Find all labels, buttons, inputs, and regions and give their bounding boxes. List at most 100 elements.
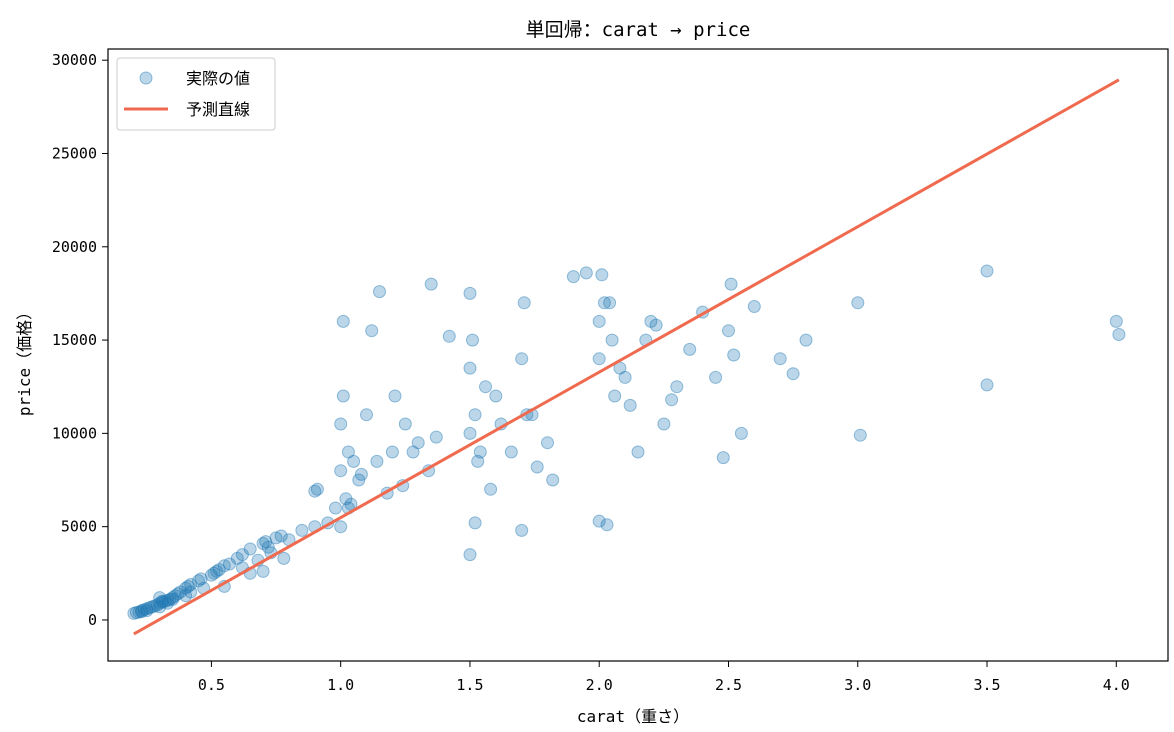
scatter-point (773, 352, 787, 366)
scatter-point (259, 535, 273, 549)
scatter-point (365, 324, 379, 338)
y-tick-label: 15000 (52, 331, 97, 349)
scatter-point (479, 380, 492, 394)
scatter-point (129, 606, 143, 619)
scatter-point (709, 370, 723, 384)
scatter-point (163, 592, 177, 606)
scatter-point (179, 581, 193, 595)
y-tick-label: 10000 (52, 424, 97, 442)
scatter-point (127, 606, 141, 620)
scatter-point (722, 324, 735, 338)
scatter-point (489, 389, 503, 403)
scatter-point (150, 598, 164, 612)
scatter-point (155, 594, 169, 608)
scatter-point (166, 591, 180, 605)
scatter-point (724, 277, 738, 291)
scatter-point (334, 520, 348, 534)
x-tick-label: 2.0 (586, 676, 613, 694)
scatter-point (184, 585, 198, 599)
legend-label-prediction: 予測直線 (186, 100, 250, 119)
scatter-point (463, 426, 477, 440)
scatter-point (623, 398, 637, 412)
scatter-point (463, 361, 477, 375)
scatter-point (727, 348, 741, 362)
scatter-point (334, 464, 348, 478)
scatter-point (235, 548, 249, 562)
scatter-point (484, 482, 498, 496)
scatter-point (171, 587, 185, 601)
y-tick-label: 20000 (52, 238, 97, 256)
scatter-point (980, 264, 994, 278)
y-tick-label: 25000 (52, 144, 97, 162)
legend-marker-actual (139, 71, 153, 85)
scatter-point (329, 501, 342, 515)
scatter-point (135, 605, 149, 619)
scatter-point (192, 574, 205, 588)
scatter-point (347, 454, 361, 468)
scatter-point (473, 445, 487, 459)
scatter-point (579, 266, 593, 280)
scatter-point (274, 529, 288, 543)
scatter-point (424, 277, 438, 291)
scatter-point (592, 314, 606, 328)
scatter-point (132, 605, 146, 619)
scatter-point (657, 417, 671, 431)
x-tick-label: 3.0 (844, 676, 871, 694)
scatter-point (406, 445, 420, 459)
scatter-point (166, 592, 180, 606)
regression-line (133, 78, 1120, 636)
scatter-point (269, 531, 283, 545)
scatter-points (127, 264, 1126, 620)
scatter-point (734, 426, 748, 440)
scatter-point (153, 596, 167, 610)
scatter-point (308, 484, 322, 498)
scatter-point (373, 285, 386, 299)
scatter-point (398, 417, 412, 431)
x-tick-label: 2.5 (715, 676, 742, 694)
scatter-point (786, 367, 800, 381)
scatter-point (541, 436, 554, 450)
scatter-point (644, 314, 658, 328)
scatter-point (592, 352, 606, 366)
scatter-point (168, 589, 182, 603)
scatter-point (310, 482, 324, 496)
scatter-point (597, 296, 611, 310)
scatter-point (140, 604, 154, 618)
scatter-point (217, 559, 231, 573)
scatter-point (360, 408, 373, 422)
scatter-point (1109, 314, 1123, 328)
scatter-point (135, 604, 149, 618)
scatter-point (618, 370, 632, 384)
scatter-point (980, 378, 994, 392)
scatter-point (153, 591, 167, 605)
x-tick-label: 0.5 (198, 676, 225, 694)
scatter-point (336, 314, 350, 328)
scatter-point (603, 296, 617, 310)
scatter-point (566, 270, 580, 284)
scatter-point (179, 589, 193, 603)
scatter-point (595, 268, 609, 282)
scatter-point (352, 473, 366, 487)
scatter-point (463, 548, 477, 562)
y-tick-label: 0 (88, 611, 97, 629)
regression-line-layer (133, 78, 1120, 636)
legend-label-actual: 実際の値 (186, 69, 250, 88)
scatter-point (747, 300, 761, 313)
scatter-point (161, 593, 174, 607)
scatter-point (256, 537, 270, 550)
y-tick-label: 30000 (52, 51, 97, 69)
x-axis-ticks: 0.5 1.0 1.5 2.0 2.5 3.0 3.5 4.0 (198, 661, 1130, 694)
scatter-point (851, 296, 865, 310)
scatter-point (517, 296, 531, 310)
scatter-point (137, 603, 151, 617)
scatter-point (336, 389, 350, 403)
scatter-point (385, 445, 399, 459)
scatter-point (295, 523, 309, 537)
x-tick-label: 3.5 (973, 676, 1000, 694)
y-axis-ticks: 0 5000 10000 15000 20000 25000 30000 (52, 51, 108, 629)
scatter-point (471, 454, 485, 468)
scatter-point (184, 578, 198, 591)
scatter-point (140, 602, 154, 616)
y-tick-label: 5000 (61, 518, 97, 536)
